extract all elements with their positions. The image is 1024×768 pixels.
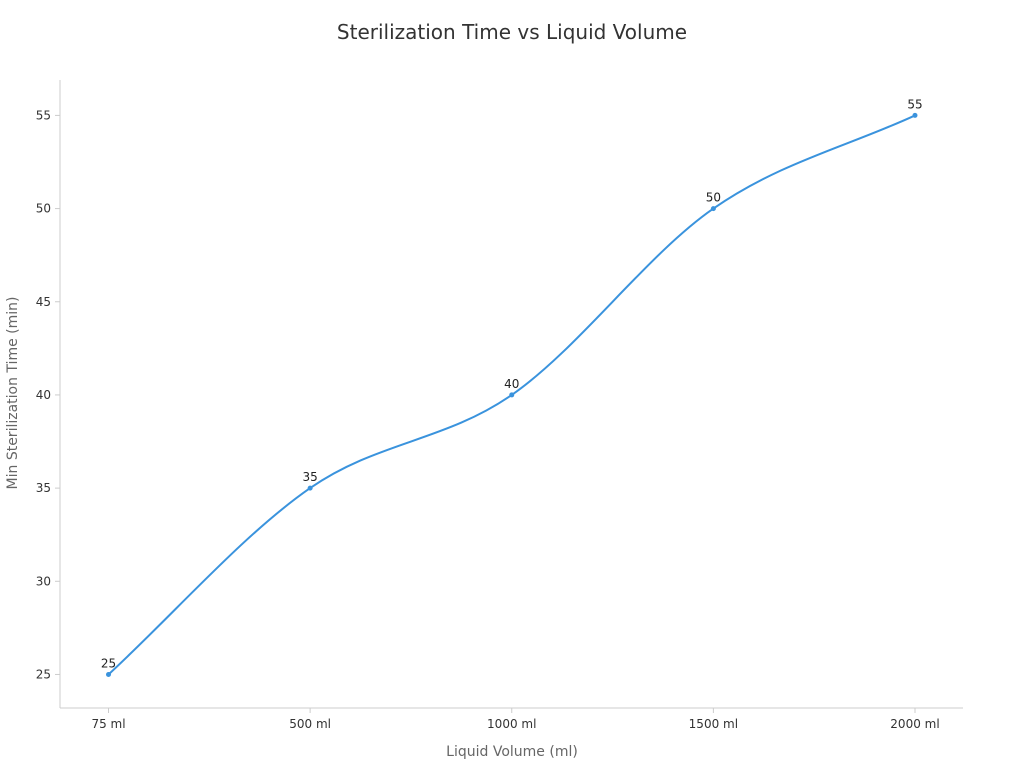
data-points	[106, 112, 918, 677]
x-tick-label: 500 ml	[289, 717, 331, 731]
data-label: 40	[504, 377, 519, 391]
x-tick-label: 75 ml	[91, 717, 125, 731]
data-labels: 25 35 40 50 55	[101, 97, 923, 670]
x-axis-title: Liquid Volume (ml)	[446, 744, 578, 760]
x-tick-label: 1000 ml	[487, 717, 536, 731]
y-tick-label: 50	[36, 202, 51, 216]
chart-title: Sterilization Time vs Liquid Volume	[336, 20, 688, 44]
data-label: 55	[907, 97, 922, 111]
y-axis-title: Min Sterilization Time (min)	[5, 297, 21, 490]
x-tick-label: 1500 ml	[689, 717, 738, 731]
y-tick-label: 25	[36, 667, 51, 681]
y-tick-label: 35	[36, 481, 51, 495]
y-tick-label: 30	[36, 574, 51, 588]
data-point	[106, 671, 111, 677]
data-point	[710, 206, 716, 212]
x-tick-label: 2000 ml	[890, 717, 939, 731]
data-point	[912, 112, 918, 118]
data-point	[509, 392, 515, 398]
data-label: 50	[706, 191, 721, 205]
y-axis-ticks: 25 30 35 40 45 50 55	[36, 108, 60, 681]
data-label: 35	[302, 470, 317, 484]
data-label: 25	[101, 656, 116, 670]
data-point	[307, 485, 313, 491]
y-tick-label: 45	[36, 295, 51, 309]
y-tick-label: 55	[36, 108, 51, 122]
y-tick-label: 40	[36, 388, 51, 402]
x-axis-ticks: 75 ml 500 ml 1000 ml 1500 ml 2000 ml	[91, 708, 940, 731]
